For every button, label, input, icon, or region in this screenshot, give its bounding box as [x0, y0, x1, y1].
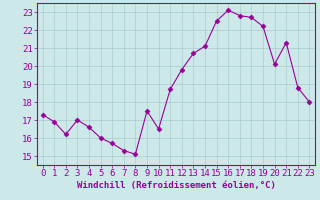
X-axis label: Windchill (Refroidissement éolien,°C): Windchill (Refroidissement éolien,°C) [76, 181, 276, 190]
